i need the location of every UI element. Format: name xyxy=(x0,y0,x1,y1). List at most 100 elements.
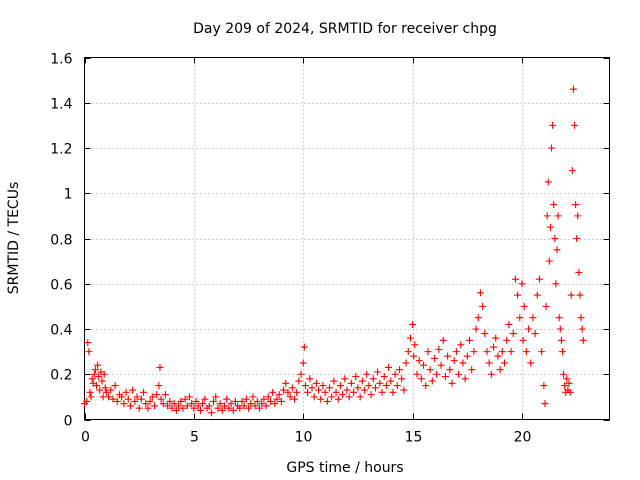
data-point-marker xyxy=(96,386,104,394)
data-point-marker xyxy=(459,359,467,367)
data-point-marker xyxy=(576,291,584,299)
data-point-marker xyxy=(470,348,478,356)
data-point-marker xyxy=(409,320,417,328)
data-point-marker xyxy=(376,379,384,387)
data-point-marker xyxy=(91,366,99,374)
data-point-marker xyxy=(468,366,476,374)
data-point-marker xyxy=(514,291,522,299)
data-point-marker xyxy=(148,393,156,401)
data-point-marker xyxy=(550,201,558,209)
data-point-marker xyxy=(545,257,553,265)
data-point-marker xyxy=(563,375,571,383)
data-point-marker xyxy=(551,235,559,242)
data-point-marker xyxy=(312,379,320,387)
data-point-marker xyxy=(282,379,290,387)
data-point-marker xyxy=(374,368,382,376)
data-point-marker xyxy=(483,348,491,356)
data-point-marker xyxy=(124,395,132,403)
data-point-marker xyxy=(363,370,371,378)
data-point-marker xyxy=(157,395,165,403)
data-point-marker xyxy=(151,402,158,410)
data-point-marker xyxy=(406,334,414,342)
data-point-marker xyxy=(396,366,403,374)
data-point-marker xyxy=(300,343,308,351)
data-point-marker xyxy=(126,402,134,410)
data-point-marker xyxy=(100,370,108,378)
data-point-marker xyxy=(543,212,551,220)
data-point-marker xyxy=(371,384,379,392)
data-point-marker xyxy=(227,400,235,408)
data-point-marker xyxy=(120,400,128,408)
data-point-marker xyxy=(214,404,222,412)
data-point-marker xyxy=(122,388,130,396)
data-point-marker xyxy=(245,404,253,412)
data-point-marker xyxy=(85,348,93,356)
data-point-marker xyxy=(474,314,482,322)
data-point-marker xyxy=(273,395,281,403)
data-point-marker xyxy=(452,348,460,356)
data-point-marker xyxy=(428,377,436,385)
data-point-marker xyxy=(358,377,366,385)
data-point-marker xyxy=(571,121,578,129)
data-point-marker xyxy=(326,384,333,392)
y-tick-label: 1.6 xyxy=(50,52,72,68)
data-point-marker xyxy=(101,384,109,392)
data-point-marker xyxy=(531,330,539,338)
data-point-marker xyxy=(556,325,564,333)
data-point-marker xyxy=(323,397,331,405)
data-point-marker xyxy=(306,375,314,383)
data-point-marker xyxy=(207,409,215,417)
data-point-marker xyxy=(166,397,174,405)
data-point-marker xyxy=(277,397,285,405)
data-point-marker xyxy=(284,388,292,396)
data-point-marker xyxy=(393,382,401,390)
data-point-marker xyxy=(293,388,301,396)
data-point-marker xyxy=(548,144,556,152)
data-point-marker xyxy=(522,348,530,356)
data-point-marker xyxy=(258,400,266,408)
data-point-marker xyxy=(450,357,458,365)
data-point-marker xyxy=(367,391,375,399)
data-point-marker xyxy=(433,370,441,378)
data-point-marker xyxy=(540,382,548,390)
data-point-marker xyxy=(490,343,498,351)
chart-title: Day 209 of 2024, SRMTID for receiver chp… xyxy=(193,21,497,37)
data-point-marker xyxy=(242,395,250,403)
data-point-marker xyxy=(275,391,283,399)
data-point-marker xyxy=(221,402,228,410)
data-point-marker xyxy=(111,382,119,390)
data-point-marker xyxy=(212,393,220,401)
data-point-marker xyxy=(105,393,113,401)
data-point-marker xyxy=(87,393,95,401)
data-point-marker xyxy=(113,397,121,405)
data-point-marker xyxy=(461,375,469,383)
data-point-marker xyxy=(579,336,587,344)
data-point-marker xyxy=(350,388,358,396)
y-tick-label: 0.8 xyxy=(50,233,72,249)
data-point-marker xyxy=(135,404,143,412)
x-tick-label: 10 xyxy=(295,430,313,446)
data-point-marker xyxy=(107,386,115,394)
data-point-marker xyxy=(553,246,561,254)
data-point-marker xyxy=(546,223,554,231)
data-point-marker xyxy=(404,348,412,356)
x-tick-label: 20 xyxy=(514,430,532,446)
data-point-marker xyxy=(435,345,443,353)
data-point-marker xyxy=(247,400,255,408)
data-point-marker xyxy=(398,375,406,383)
data-point-marker xyxy=(354,384,362,392)
data-point-marker xyxy=(441,373,449,381)
data-point-marker xyxy=(315,386,323,394)
data-point-marker xyxy=(352,373,360,381)
data-point-marker xyxy=(156,363,164,371)
data-point-marker xyxy=(205,402,213,410)
data-point-marker xyxy=(511,275,519,283)
data-point-marker xyxy=(391,370,399,378)
data-point-marker xyxy=(297,370,305,378)
data-point-marker xyxy=(525,325,533,333)
plot-area-frame xyxy=(84,57,610,420)
data-point-marker xyxy=(402,359,410,367)
data-point-marker xyxy=(424,348,432,356)
data-point-marker xyxy=(168,404,176,412)
y-tick-label: 1.4 xyxy=(50,97,72,113)
